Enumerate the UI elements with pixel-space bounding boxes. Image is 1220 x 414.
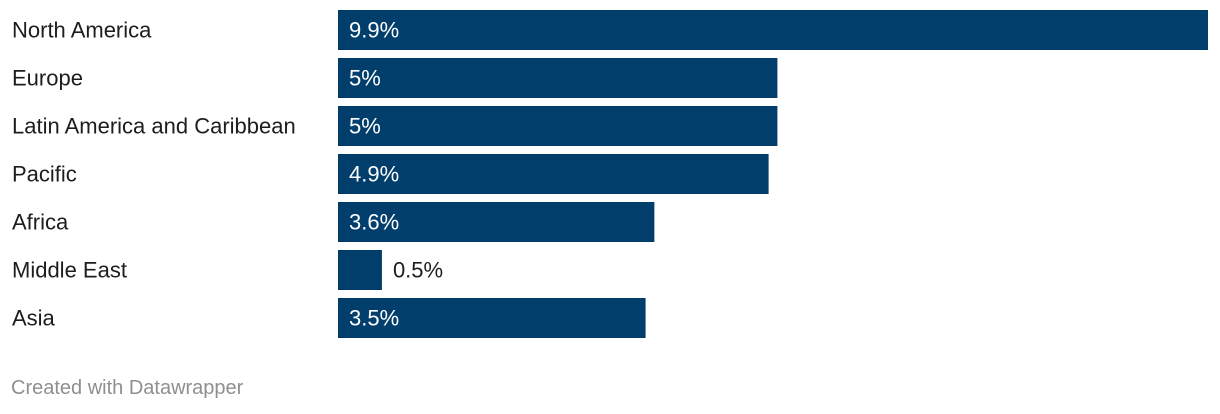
value-label-pacific: 4.9% xyxy=(349,162,399,187)
category-label-middle-east: Middle East xyxy=(12,258,127,283)
value-label-europe: 5% xyxy=(349,66,381,91)
bar-asia xyxy=(338,298,646,338)
value-label-latin-america-and-caribbean: 5% xyxy=(349,114,381,139)
category-label-europe: Europe xyxy=(12,66,83,91)
bar-latin-america-and-caribbean xyxy=(338,106,778,146)
datawrapper-credit: Created with Datawrapper xyxy=(11,377,244,399)
category-label-latin-america-and-caribbean: Latin America and Caribbean xyxy=(12,114,296,139)
bar-middle-east xyxy=(338,250,382,290)
value-label-africa: 3.6% xyxy=(349,210,399,235)
category-label-pacific: Pacific xyxy=(12,162,77,187)
value-label-asia: 3.5% xyxy=(349,306,399,331)
value-label-middle-east: 0.5% xyxy=(393,258,443,283)
bar-europe xyxy=(338,58,778,98)
value-label-north-america: 9.9% xyxy=(349,18,399,43)
category-label-north-america: North America xyxy=(12,18,152,43)
bar-pacific xyxy=(338,154,769,194)
category-label-asia: Asia xyxy=(12,306,56,331)
bar-north-america xyxy=(338,10,1208,50)
category-label-africa: Africa xyxy=(12,210,69,235)
bar-africa xyxy=(338,202,655,242)
